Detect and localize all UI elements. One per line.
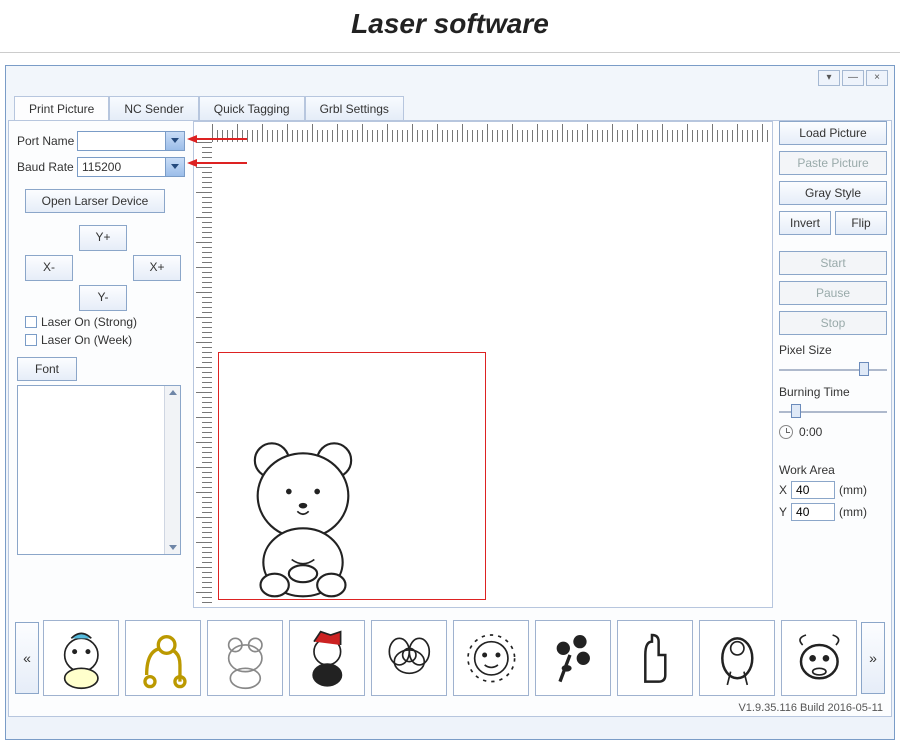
work-area-y-input[interactable] xyxy=(791,503,835,521)
annotation-arrow xyxy=(187,133,247,143)
left-panel: Port Name Baud Rate 115200 Open Larser D… xyxy=(17,131,185,555)
checkbox-icon xyxy=(25,334,37,346)
thumbnail-item[interactable] xyxy=(125,620,201,696)
thumbnail-item[interactable] xyxy=(781,620,857,696)
ruler-horizontal xyxy=(212,122,772,142)
version-label: V1.9.35.116 Build 2016-05-11 xyxy=(738,702,883,714)
thumbnail-item[interactable] xyxy=(453,620,529,696)
jog-x-minus-button[interactable]: X- xyxy=(25,255,73,281)
pause-button[interactable]: Pause xyxy=(779,281,887,305)
annotation-arrow xyxy=(187,157,247,167)
scrollbar[interactable] xyxy=(164,386,180,554)
laser-week-checkbox[interactable]: Laser On (Week) xyxy=(25,333,185,347)
stop-button[interactable]: Stop xyxy=(779,311,887,335)
load-picture-button[interactable]: Load Picture xyxy=(779,121,887,145)
close-button[interactable]: × xyxy=(866,70,888,86)
canvas-image[interactable] xyxy=(228,432,378,602)
work-area-x-input[interactable] xyxy=(791,481,835,499)
ruler-vertical xyxy=(194,142,212,607)
jog-y-minus-button[interactable]: Y- xyxy=(79,285,127,311)
burning-time-label: Burning Time xyxy=(779,385,887,399)
right-panel: Load Picture Paste Picture Gray Style In… xyxy=(779,121,887,521)
burning-time-slider[interactable] xyxy=(779,403,887,419)
tab-grbl-settings[interactable]: Grbl Settings xyxy=(305,96,404,121)
canvas[interactable] xyxy=(212,142,772,607)
thumbnail-item[interactable] xyxy=(289,620,365,696)
port-name-combo[interactable] xyxy=(77,131,185,151)
chevron-down-icon xyxy=(171,164,179,169)
paste-picture-button[interactable]: Paste Picture xyxy=(779,151,887,175)
thumbnail-item[interactable] xyxy=(207,620,283,696)
app-window: ▾ — × Print Picture NC Sender Quick Tagg… xyxy=(5,65,895,740)
window-controls: ▾ — × xyxy=(816,70,888,86)
flip-button[interactable]: Flip xyxy=(835,211,887,235)
font-listbox[interactable] xyxy=(17,385,181,555)
tab-body: Port Name Baud Rate 115200 Open Larser D… xyxy=(8,120,892,717)
baud-rate-label: Baud Rate xyxy=(17,160,77,174)
thumbnail-item[interactable] xyxy=(43,620,119,696)
thumbnail-row xyxy=(43,620,857,696)
jog-pad: Y+ X- X+ Y- xyxy=(25,225,185,311)
pixel-size-label: Pixel Size xyxy=(779,343,887,357)
time-display: 0:00 xyxy=(779,425,887,439)
thumbnail-strip: « » xyxy=(15,612,885,704)
time-value: 0:00 xyxy=(799,425,822,439)
page-title: Laser software xyxy=(0,0,900,48)
window-menu-button[interactable]: ▾ xyxy=(818,70,840,86)
thumb-next-button[interactable]: » xyxy=(861,622,885,694)
thumbnail-item[interactable] xyxy=(617,620,693,696)
tab-bar: Print Picture NC Sender Quick Tagging Gr… xyxy=(14,96,404,121)
open-device-button[interactable]: Open Larser Device xyxy=(25,189,165,213)
baud-rate-combo[interactable]: 115200 xyxy=(77,157,185,177)
baud-rate-value: 115200 xyxy=(82,160,121,174)
work-area-y-label: Y xyxy=(779,505,787,519)
chevron-down-icon xyxy=(171,138,179,143)
pixel-size-slider[interactable] xyxy=(779,361,887,377)
bear-icon xyxy=(228,432,378,602)
checkbox-icon xyxy=(25,316,37,328)
jog-y-plus-button[interactable]: Y+ xyxy=(79,225,127,251)
jog-x-plus-button[interactable]: X+ xyxy=(133,255,181,281)
laser-strong-checkbox[interactable]: Laser On (Strong) xyxy=(25,315,185,329)
work-area-x-unit: (mm) xyxy=(839,483,867,497)
divider xyxy=(0,52,900,53)
work-area-x-label: X xyxy=(779,483,787,497)
gray-style-button[interactable]: Gray Style xyxy=(779,181,887,205)
minimize-button[interactable]: — xyxy=(842,70,864,86)
work-area-label: Work Area xyxy=(779,463,887,477)
scroll-down-icon xyxy=(169,545,177,550)
invert-button[interactable]: Invert xyxy=(779,211,831,235)
work-area-y-unit: (mm) xyxy=(839,505,867,519)
laser-strong-label: Laser On (Strong) xyxy=(41,315,137,329)
tab-quick-tagging[interactable]: Quick Tagging xyxy=(199,96,305,121)
thumbnail-item[interactable] xyxy=(535,620,611,696)
thumbnail-item[interactable] xyxy=(699,620,775,696)
thumb-prev-button[interactable]: « xyxy=(15,622,39,694)
laser-week-label: Laser On (Week) xyxy=(41,333,132,347)
thumbnail-item[interactable] xyxy=(371,620,447,696)
clock-icon xyxy=(779,425,793,439)
tab-print-picture[interactable]: Print Picture xyxy=(14,96,109,121)
font-button[interactable]: Font xyxy=(17,357,77,381)
tab-nc-sender[interactable]: NC Sender xyxy=(109,96,198,121)
port-name-label: Port Name xyxy=(17,134,77,148)
canvas-area[interactable] xyxy=(193,121,773,608)
start-button[interactable]: Start xyxy=(779,251,887,275)
scroll-up-icon xyxy=(169,390,177,395)
